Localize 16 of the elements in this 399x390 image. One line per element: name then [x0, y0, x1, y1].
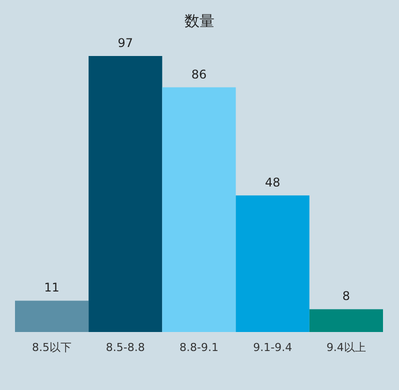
x-tick-label: 8.5以下: [32, 341, 72, 354]
x-tick-label: 8.8-9.1: [180, 341, 218, 354]
data-label: 97: [118, 36, 134, 50]
data-label: 8: [342, 289, 350, 304]
bar: [88, 56, 162, 332]
x-tick-label: 9.4以上: [326, 341, 366, 354]
bar: [309, 309, 383, 332]
data-label: 11: [44, 280, 60, 295]
x-tick-label: 9.1-9.4: [253, 341, 292, 354]
chart-title: 数量: [184, 12, 214, 30]
bar: [236, 195, 310, 332]
bar: [15, 300, 89, 332]
data-label: 86: [191, 67, 207, 82]
x-tick-label: 8.5-8.8: [106, 341, 145, 354]
data-label: 48: [264, 175, 280, 190]
bar: [162, 87, 236, 332]
